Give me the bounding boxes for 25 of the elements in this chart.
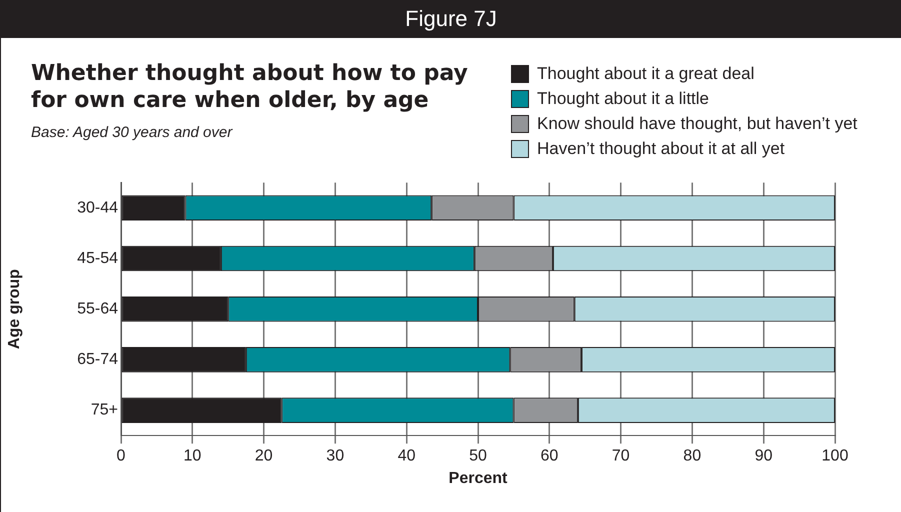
x-tick-label: 60 <box>540 448 558 465</box>
x-tick-label: 100 <box>822 448 848 465</box>
chart-subtitle: Base: Aged 30 years and over <box>31 124 234 141</box>
legend-label: Thought about it a little <box>537 88 710 108</box>
x-tick-label: 10 <box>184 448 202 465</box>
y-tick-label: 30-44 <box>77 199 118 216</box>
x-tick-label: 40 <box>398 448 416 465</box>
legend-label: Know should have thought, but haven’t yet <box>537 114 858 134</box>
x-tick-label: 50 <box>469 448 487 465</box>
x-tick-label: 80 <box>683 448 702 465</box>
x-tick-label: 90 <box>754 448 773 465</box>
y-tick-label: 65-74 <box>77 351 118 368</box>
legend-label: Haven’t thought about it at all yet <box>537 138 785 158</box>
y-tick-label: 45-54 <box>77 250 118 267</box>
y-axis-title: Age group <box>6 268 24 350</box>
x-tick-label: 70 <box>612 448 630 465</box>
x-tick-label: 0 <box>116 448 126 465</box>
x-tick-label: 20 <box>254 448 273 465</box>
x-tick-label: 30 <box>326 448 344 465</box>
legend-label: Thought about it a great deal <box>537 64 754 84</box>
caption: Figure 7J <box>405 6 497 32</box>
y-tick-label: 75+ <box>90 402 118 419</box>
chart-title: Whether thought about how to pay for own care when older, by age <box>31 60 469 114</box>
y-tick-label: 55-64 <box>77 300 118 318</box>
x-axis-title: Percent <box>448 470 508 487</box>
